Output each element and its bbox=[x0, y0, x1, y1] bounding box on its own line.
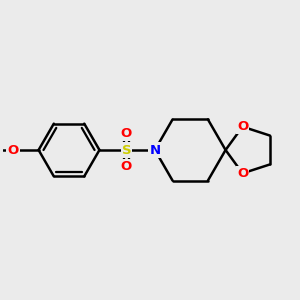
Text: O: O bbox=[8, 143, 19, 157]
Text: N: N bbox=[149, 143, 161, 157]
Text: S: S bbox=[122, 143, 131, 157]
Text: O: O bbox=[121, 127, 132, 140]
Text: O: O bbox=[121, 127, 132, 140]
Text: O: O bbox=[121, 160, 132, 173]
Text: N: N bbox=[149, 143, 161, 157]
Text: O: O bbox=[237, 167, 248, 180]
Text: S: S bbox=[122, 143, 131, 157]
Text: O: O bbox=[121, 160, 132, 173]
Text: O: O bbox=[237, 120, 248, 133]
Text: O: O bbox=[8, 143, 19, 157]
